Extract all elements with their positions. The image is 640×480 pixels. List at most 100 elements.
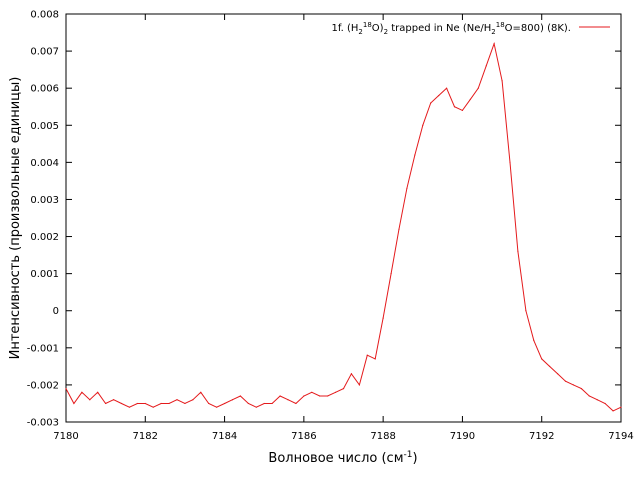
legend-part-4: 2: [384, 28, 388, 36]
y-tick-label: 0.007: [30, 47, 59, 58]
y-tick-label: -0.002: [27, 380, 59, 391]
data-point: [81, 391, 83, 393]
x-tick-label: 7184: [212, 431, 237, 442]
data-point: [319, 395, 321, 397]
data-point: [541, 358, 543, 360]
legend-part-1: 2: [358, 28, 362, 36]
data-point: [176, 399, 178, 401]
data-point: [120, 402, 123, 405]
data-point: [390, 273, 392, 275]
legend-part-5: trapped in Ne (Ne/H: [388, 23, 491, 34]
y-tick-label: 0.005: [30, 121, 59, 132]
data-point: [406, 187, 408, 189]
data-point: [525, 310, 527, 312]
data-point: [620, 406, 622, 408]
data-point: [65, 388, 67, 390]
data-point: [97, 391, 99, 393]
x-axis-title: Волновое число (см-1): [268, 450, 417, 466]
legend-label: 1f. (H218O)2 trapped in Ne (Ne/H218O=800…: [331, 21, 571, 36]
data-point: [366, 354, 368, 356]
data-point: [358, 384, 360, 386]
data-point: [89, 399, 91, 401]
data-point: [604, 402, 606, 405]
data-point: [208, 402, 210, 405]
data-point: [350, 373, 353, 375]
y-tick-label: 0.004: [30, 158, 59, 169]
data-point: [73, 402, 75, 405]
x-tick-label: 7190: [450, 431, 475, 442]
data-point: [509, 161, 511, 163]
legend-part-6: 2: [491, 28, 495, 36]
data-point: [469, 98, 471, 100]
y-tick-label: 0.001: [30, 269, 59, 280]
data-point: [168, 402, 170, 405]
data-point: [382, 317, 384, 319]
legend: 1f. (H218O)2 trapped in Ne (Ne/H218O=800…: [331, 21, 610, 36]
data-point: [192, 399, 194, 401]
data-point: [564, 380, 567, 382]
data-point: [105, 402, 107, 405]
data-point: [216, 406, 218, 408]
data-point: [128, 406, 131, 408]
data-point: [160, 402, 162, 405]
data-point: [588, 395, 590, 397]
data-point: [263, 402, 265, 405]
data-point: [461, 109, 464, 112]
data-point: [112, 399, 115, 401]
data-point: [247, 402, 249, 405]
data-point: [612, 410, 614, 412]
data-point: [255, 406, 257, 408]
y-axis-title: Интенсивность (произвольные единицы): [8, 77, 23, 360]
x-axis-title-sup: -1: [404, 450, 413, 460]
x-tick-label: 7186: [291, 431, 316, 442]
y-tick-label: -0.001: [27, 343, 59, 354]
x-axis: 7180 7182 7184 7186 7188 7190 7192 7194: [53, 14, 634, 442]
data-point: [287, 399, 289, 401]
data-point: [517, 250, 519, 252]
legend-part-8: O=800) (8K).: [505, 23, 571, 34]
data-point: [239, 395, 242, 397]
data-point: [445, 87, 448, 89]
data-point: [398, 228, 400, 230]
data-point: [342, 388, 345, 390]
plot-frame: [65, 13, 622, 423]
data-point: [231, 399, 234, 401]
legend-part-2: 18: [363, 21, 372, 29]
x-tick-label: 7182: [133, 431, 158, 442]
data-point: [152, 406, 154, 408]
data-point: [334, 391, 337, 393]
data-point: [184, 402, 186, 405]
y-tick-label: 0.008: [30, 10, 59, 21]
legend-part-0: 1f. (H: [331, 23, 358, 34]
data-point: [374, 358, 376, 360]
series-line: [65, 41, 622, 412]
data-point: [136, 402, 138, 405]
data-point: [327, 395, 329, 397]
data-point: [430, 102, 432, 104]
data-point: [271, 402, 273, 405]
data-point: [493, 43, 495, 45]
data-point: [311, 391, 313, 393]
data-point: [414, 154, 416, 156]
data-point: [303, 395, 305, 397]
series-points: [65, 43, 622, 412]
data-point: [572, 384, 575, 386]
data-point: [549, 365, 551, 367]
data-point: [279, 395, 281, 397]
x-tick-label: 7194: [608, 431, 633, 442]
y-tick-label: 0: [53, 306, 59, 317]
legend-part-7: 18: [496, 21, 505, 29]
x-tick-label: 7188: [370, 431, 395, 442]
legend-part-3: O): [372, 23, 384, 34]
data-point: [580, 388, 582, 390]
x-tick-label: 7180: [53, 431, 78, 442]
data-point: [422, 124, 424, 126]
data-point: [533, 339, 535, 341]
x-axis-title-end: ): [412, 451, 417, 466]
y-axis: -0.003 -0.002 -0.001 0 0.001 0.002 0.003 0.004 0…: [27, 10, 621, 429]
data-point: [485, 65, 487, 67]
data-point: [453, 106, 456, 108]
data-point: [144, 402, 146, 405]
data-point: [501, 80, 503, 82]
